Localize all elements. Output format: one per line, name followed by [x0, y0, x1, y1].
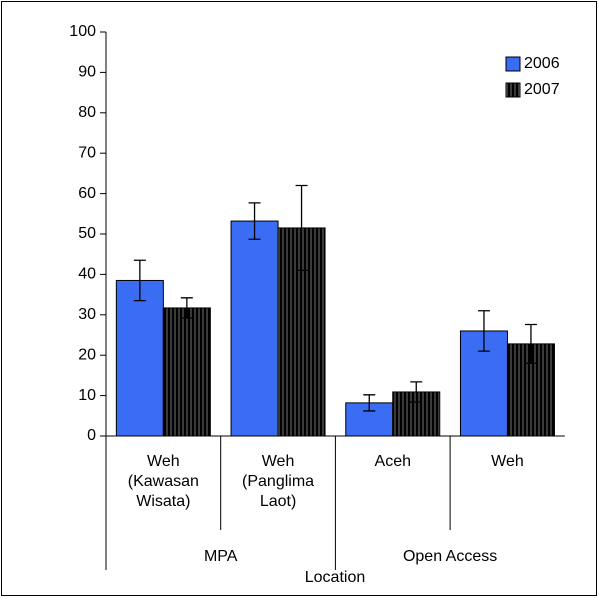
x-tick-label: Aceh [374, 453, 411, 470]
y-tick-label: 60 [78, 185, 96, 202]
y-tick-label: 30 [78, 306, 96, 323]
y-tick-label: 90 [78, 64, 96, 81]
y-tick-label: 20 [78, 346, 96, 363]
error-bar [410, 381, 423, 403]
legend-label: 2006 [524, 55, 560, 72]
y-tick-label: 50 [78, 225, 96, 242]
y-tick-label: 40 [78, 266, 96, 283]
error-bar [524, 323, 537, 364]
y-tick-label: 70 [78, 144, 96, 161]
error-bar [248, 202, 261, 240]
group-label: Open Access [403, 548, 497, 565]
error-bar [180, 297, 193, 319]
error-bar [363, 394, 376, 412]
bar [230, 220, 279, 437]
error-bar [295, 184, 308, 272]
x-tick-label: Weh (Kawasan Wisata) [127, 453, 199, 510]
y-tick-label: 100 [69, 23, 96, 40]
legend-label: 2007 [524, 81, 560, 98]
x-tick-label: Weh [491, 453, 524, 470]
x-tick-label: Weh (Panglima Laot) [242, 453, 315, 510]
y-tick-label: 80 [78, 104, 96, 121]
legend-swatch [505, 82, 521, 98]
error-bar [133, 259, 146, 302]
group-label: MPA [204, 548, 238, 565]
legend-swatch [505, 56, 521, 72]
x-axis-label: Location [305, 569, 366, 586]
error-bar [477, 310, 490, 352]
bar [162, 307, 211, 437]
y-tick-label: 10 [78, 387, 96, 404]
y-tick-label: 0 [87, 427, 96, 444]
bar [115, 279, 164, 437]
